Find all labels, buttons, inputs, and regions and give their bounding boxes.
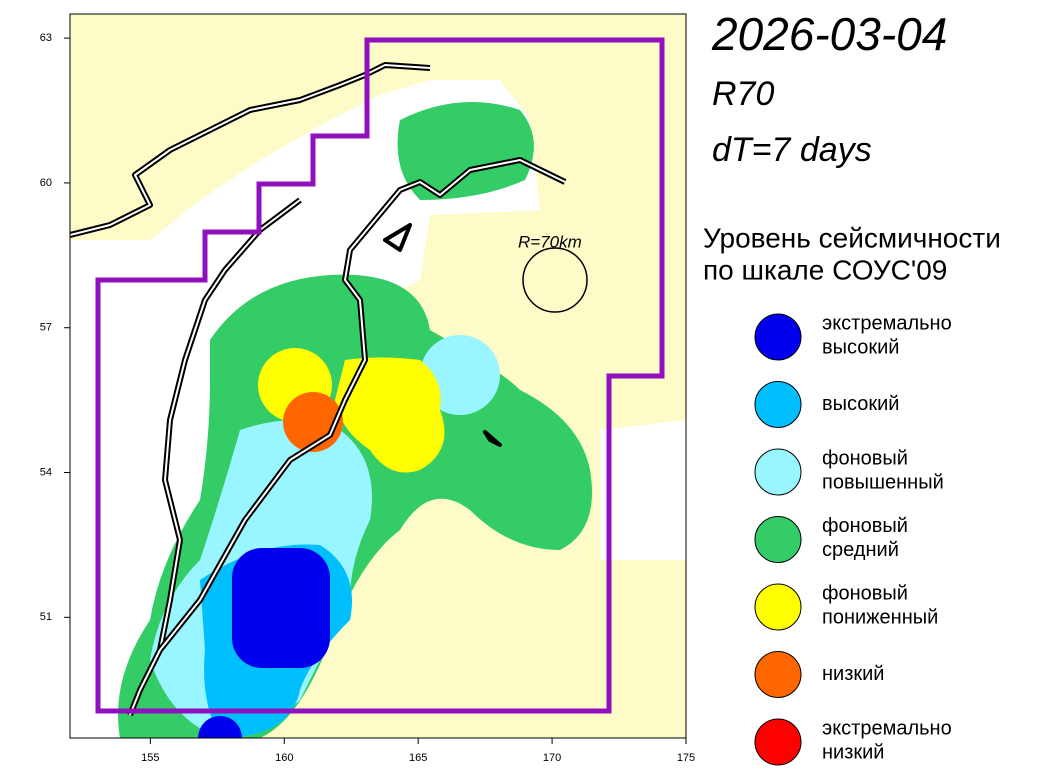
x-tick-label: 160 [275,752,293,764]
legend-label: фоновый [822,582,908,604]
x-tick-label: 155 [141,752,159,764]
legend-swatch [754,516,802,563]
radius-label: R=70km [518,232,582,251]
legend-label: низкий [822,741,884,763]
zone [335,357,445,473]
legend-label: низкий [822,663,884,685]
axes: 155 160 165 170 175 51 54 57 60 63 [40,32,695,764]
legend-swatch [754,313,802,361]
date: 2026-03-04 [711,8,947,60]
x-tick-label: 165 [409,752,427,764]
legend-swatch [754,651,802,698]
map-frame [69,13,687,739]
legend-swatch [754,381,802,428]
legend-label: пониженный [822,606,938,628]
legend-label: экстремально [822,312,952,334]
legend-swatch [754,583,802,631]
zone [232,548,330,668]
legend-label: высокий [822,336,899,358]
island [383,223,502,447]
map-area [70,14,686,738]
y-tick-label: 51 [40,611,52,623]
sea [600,420,686,560]
y-tick-label: 63 [40,32,52,44]
legend-label: фоновый [822,515,908,537]
legend-label: повышенный [822,471,944,493]
x-tick-label: 175 [677,752,695,764]
y-tick-label: 57 [40,322,52,334]
x-tick-label: 170 [543,752,561,764]
radius-circle [522,247,588,313]
legend-label: средний [822,539,899,561]
legend-label: фоновый [822,447,908,469]
legend-label: высокий [822,393,899,415]
zone [198,716,242,738]
zone [397,102,534,200]
legend-label: экстремально [822,717,952,739]
y-tick-label: 54 [40,466,52,478]
coast-inner [129,159,566,716]
legend-swatch [754,718,802,766]
y-tick-label: 60 [40,177,52,189]
legend-title: по шкале СОУС'09 [703,254,947,285]
model: R70 [712,75,774,113]
region-boundary [95,37,665,714]
legend-swatch [754,448,802,496]
legend-title: Уровень сейсмичности [703,222,1001,253]
window: dT=7 days [712,131,872,169]
